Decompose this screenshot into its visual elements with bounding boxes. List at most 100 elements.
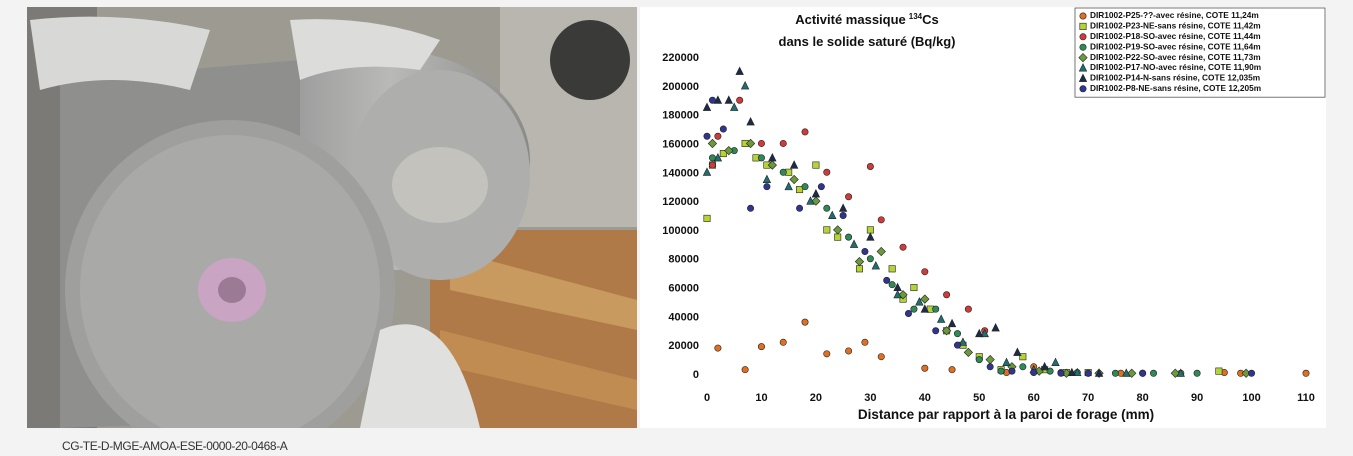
data-point	[922, 268, 928, 274]
legend-label: DIR1002-P23-NE-sans résine, COTE 11,42m	[1090, 21, 1261, 31]
legend-label: DIR1002-P19-SO-avec résine, COTE 11,64m	[1090, 41, 1261, 51]
data-point	[813, 162, 819, 168]
data-point	[736, 97, 742, 103]
x-tick-label: 10	[755, 392, 767, 404]
data-point	[987, 364, 993, 370]
x-tick-label: 80	[1137, 392, 1149, 404]
data-point	[867, 256, 873, 262]
y-tick-label: 160000	[662, 138, 699, 150]
title-element: Cs	[922, 12, 939, 27]
data-point	[802, 183, 808, 189]
data-point	[758, 343, 764, 349]
data-point	[976, 356, 982, 362]
data-point	[1085, 370, 1091, 376]
data-point	[1112, 370, 1118, 376]
data-point	[1031, 369, 1037, 375]
legend-label: DIR1002-P18-SO-avec résine, COTE 11,44m	[1090, 31, 1261, 41]
data-point	[998, 368, 1004, 374]
photo	[27, 7, 637, 456]
data-point	[845, 348, 851, 354]
data-point	[818, 183, 824, 189]
data-point	[889, 266, 895, 272]
x-tick-label: 100	[1242, 392, 1260, 404]
data-point	[747, 205, 753, 211]
data-point	[824, 227, 830, 233]
data-point	[709, 162, 715, 168]
y-tick-label: 40000	[668, 311, 699, 323]
y-tick-label: 200000	[662, 81, 699, 93]
data-point	[900, 244, 906, 250]
data-point	[780, 140, 786, 146]
data-point	[1248, 370, 1254, 376]
x-axis-label: Distance par rapport à la paroi de forag…	[858, 407, 1154, 422]
legend-label: DIR1002-P14-N-sans résine, COTE 12,035m	[1090, 73, 1260, 83]
data-point	[884, 277, 890, 283]
chart-subtitle: dans le solide saturé (Bq/kg)	[779, 34, 956, 49]
legend-marker	[1080, 13, 1086, 19]
x-tick-label: 40	[919, 392, 931, 404]
data-point	[856, 266, 862, 272]
data-point	[949, 366, 955, 372]
x-tick-label: 110	[1297, 392, 1315, 404]
legend-marker	[1080, 23, 1086, 29]
data-point	[878, 217, 884, 223]
legend-label: DIR1002-P22-SO-avec résine, COTE 11,73m	[1090, 52, 1261, 62]
data-point	[742, 366, 748, 372]
y-tick-label: 140000	[662, 167, 699, 179]
y-tick-label: 180000	[662, 110, 699, 122]
photo-caption: CG-TE-D-MGE-AMOA-ESE-0000-20-0468-A	[62, 439, 288, 453]
data-point	[824, 205, 830, 211]
data-point	[802, 319, 808, 325]
x-tick-label: 90	[1191, 392, 1203, 404]
data-point	[824, 169, 830, 175]
data-point	[764, 183, 770, 189]
data-point	[867, 163, 873, 169]
screenshot: CG-TE-D-MGE-AMOA-ESE-0000-20-0468-A Acti…	[0, 0, 1353, 456]
x-tick-label: 50	[973, 392, 985, 404]
data-point	[1009, 368, 1015, 374]
x-tick-label: 60	[1028, 392, 1040, 404]
data-point	[911, 284, 917, 290]
data-point	[758, 155, 764, 161]
data-point	[1216, 368, 1222, 374]
legend-label: DIR1002-P25-??-avec résine, COTE 11,24m	[1090, 10, 1259, 20]
data-point	[889, 281, 895, 287]
legend-label: DIR1002-P8-NE-sans résine, COTE 12,205m	[1090, 83, 1261, 93]
data-point	[878, 354, 884, 360]
data-point	[867, 227, 873, 233]
data-point	[715, 133, 721, 139]
data-point	[845, 194, 851, 200]
data-point	[720, 126, 726, 132]
data-point	[845, 234, 851, 240]
data-point	[1194, 370, 1200, 376]
data-point	[943, 292, 949, 298]
data-point	[704, 133, 710, 139]
data-point	[954, 330, 960, 336]
data-point	[704, 215, 710, 221]
data-point	[905, 310, 911, 316]
data-point	[954, 342, 960, 348]
data-point	[709, 97, 715, 103]
data-point	[1058, 370, 1064, 376]
x-tick-label: 20	[810, 392, 822, 404]
data-point	[1303, 370, 1309, 376]
data-point	[911, 306, 917, 312]
data-point	[834, 234, 840, 240]
x-tick-label: 0	[704, 392, 710, 404]
data-point	[780, 339, 786, 345]
data-point	[1150, 370, 1156, 376]
data-point	[758, 140, 764, 146]
page: {"photo_caption": "CG-TE-D-MGE-AMOA-ESE-…	[0, 0, 1353, 456]
data-point	[824, 351, 830, 357]
data-point	[1139, 370, 1145, 376]
data-point	[922, 365, 928, 371]
title-text: Activité massique	[795, 12, 906, 27]
data-point	[715, 345, 721, 351]
y-tick-label: 100000	[662, 225, 699, 237]
legend-marker	[1080, 34, 1086, 40]
data-point	[965, 306, 971, 312]
data-point	[1020, 364, 1026, 370]
y-tick-label: 60000	[668, 283, 699, 295]
data-point	[933, 306, 939, 312]
x-tick-label: 30	[864, 392, 876, 404]
